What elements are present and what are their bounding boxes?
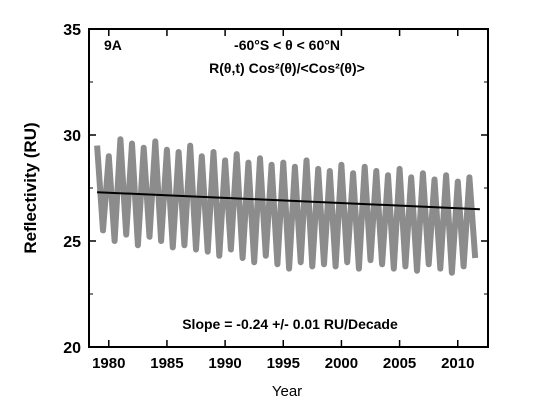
ticks-layer: 20 25 30 35 1980 1985 1990 1995 2000 2005 2010	[63, 22, 488, 372]
y-tick-label: 20	[63, 340, 81, 357]
y-axis-label: Reflectivity (RU)	[21, 122, 40, 253]
x-tick-label: 2000	[325, 355, 358, 372]
slope-annotation: Slope = -0.24 +/- 0.01 RU/Decade	[182, 316, 398, 332]
y-tick-label: 30	[63, 128, 81, 145]
panel-label: 9A	[104, 37, 122, 53]
latitude-range-annotation: -60°S < θ < 60°N	[234, 37, 340, 53]
x-axis-label: Year	[272, 383, 302, 400]
y-tick-label: 35	[63, 22, 81, 39]
x-tick-label: 1995	[267, 355, 300, 372]
x-tick-label: 2005	[383, 355, 416, 372]
x-tick-label: 1990	[208, 355, 241, 372]
x-tick-label: 1980	[92, 355, 125, 372]
trend-line	[97, 191, 480, 211]
reflectivity-series-line	[94, 136, 479, 276]
y-tick-label: 25	[63, 234, 81, 251]
normalization-annotation: R(θ,t) Cos²(θ)/<Cos²(θ)>	[209, 60, 365, 76]
x-tick-label: 1985	[150, 355, 183, 372]
series-layer	[94, 136, 480, 276]
x-tick-label: 2010	[441, 355, 474, 372]
